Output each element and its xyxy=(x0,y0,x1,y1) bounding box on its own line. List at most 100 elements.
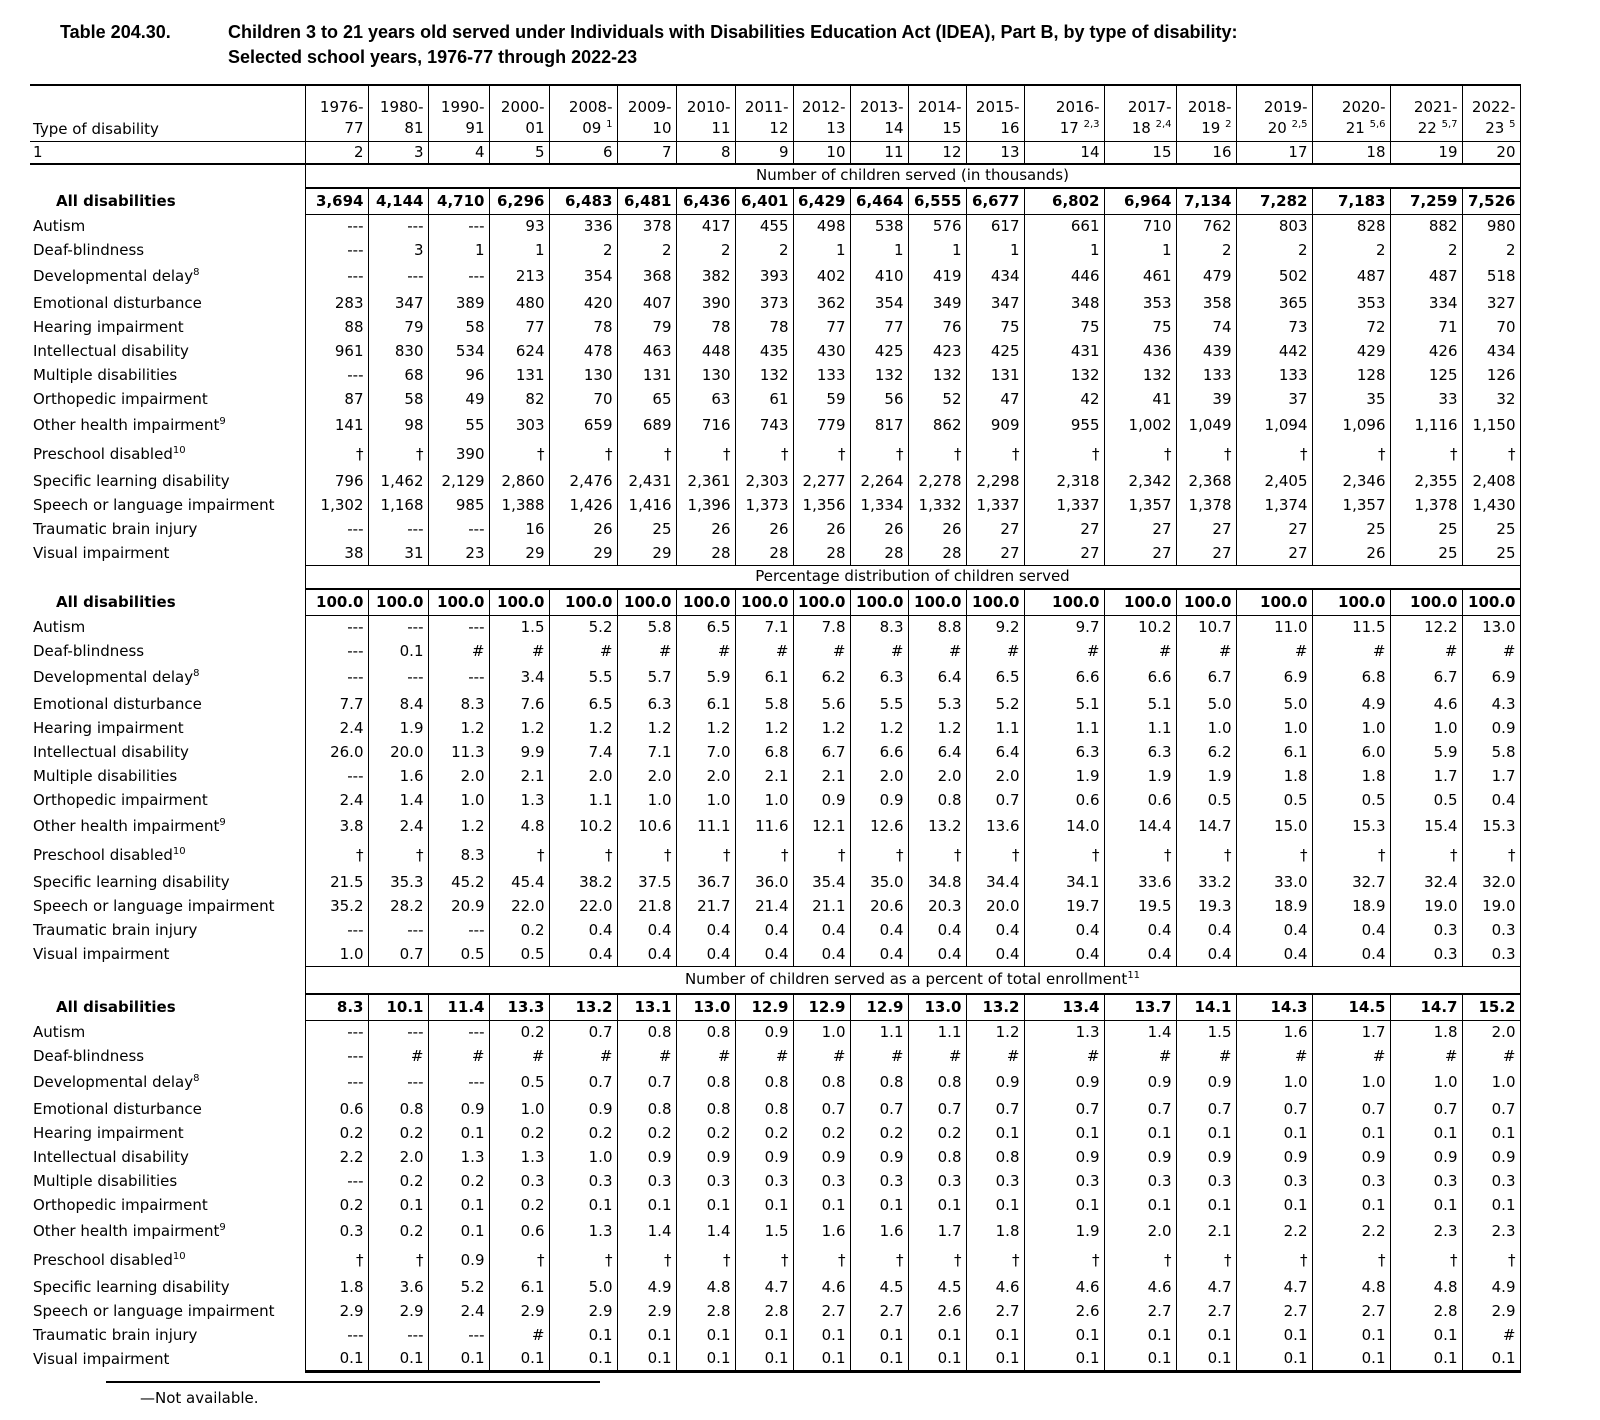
value-cell: 7.4 xyxy=(548,740,617,765)
value-cell: 3.4 xyxy=(488,663,549,693)
section-header-row: Percentage distribution of children serv… xyxy=(30,565,1521,591)
value-cell: 0.1 xyxy=(1311,1323,1390,1348)
value-cell: 4.8 xyxy=(675,1275,735,1300)
value-cell: # xyxy=(965,1044,1024,1069)
value-cell: 0.7 xyxy=(1389,1097,1462,1122)
value-cell: 0.8 xyxy=(734,1097,793,1122)
value-cell: 100.0 xyxy=(1175,589,1236,616)
value-cell: 26 xyxy=(792,517,850,542)
value-cell: † xyxy=(1023,841,1104,871)
value-cell: --- xyxy=(427,663,489,693)
value-cell: # xyxy=(907,639,966,664)
value-cell: 5.2 xyxy=(427,1275,489,1300)
value-cell: 487 xyxy=(1311,262,1390,292)
value-cell: 431 xyxy=(1023,339,1104,364)
row-label: Orthopedic impairment xyxy=(33,790,208,809)
value-cell: 100.0 xyxy=(675,589,735,616)
value-cell: 8.4 xyxy=(367,692,428,717)
value-cell: 716 xyxy=(675,411,735,441)
value-cell: 5.0 xyxy=(1235,692,1312,717)
value-cell: † xyxy=(1389,440,1462,470)
value-cell: 100.0 xyxy=(427,589,489,616)
value-cell: 0.4 xyxy=(1023,942,1104,967)
value-cell: 2,405 xyxy=(1235,469,1312,494)
value-cell: 368 xyxy=(616,262,676,292)
value-cell: 0.1 xyxy=(965,1347,1024,1373)
value-cell: --- xyxy=(367,214,428,239)
row-label: Deaf-blindness xyxy=(33,1046,145,1065)
value-cell: 32.0 xyxy=(1461,870,1521,895)
table-row: Emotional disturbance 7.7 8.4 8.3 7.6 6.5 6.3 6… xyxy=(30,692,1521,717)
value-cell: 4.6 xyxy=(965,1275,1024,1300)
value-cell: 5.9 xyxy=(675,663,735,693)
value-cell: 0.1 xyxy=(1389,1193,1462,1218)
value-cell: 0.1 xyxy=(675,1193,735,1218)
value-cell: 133 xyxy=(792,363,850,388)
value-cell: 1.3 xyxy=(427,1145,489,1170)
value-cell: 6.9 xyxy=(1461,663,1521,693)
value-cell: 14.5 xyxy=(1311,994,1390,1021)
value-cell: 689 xyxy=(616,411,676,441)
row-label: Preschool disabled10 xyxy=(33,846,186,865)
value-cell: 378 xyxy=(616,214,676,239)
value-cell: 6.7 xyxy=(1389,663,1462,693)
value-cell: 1.2 xyxy=(616,716,676,741)
value-cell: 1,302 xyxy=(304,493,368,518)
value-cell: 2.9 xyxy=(367,1299,428,1324)
value-cell: 34.8 xyxy=(907,870,966,895)
value-cell: 0.1 xyxy=(1023,1193,1104,1218)
value-cell: 72 xyxy=(1311,315,1390,340)
value-cell: 1,337 xyxy=(1023,493,1104,518)
value-cell: 1,357 xyxy=(1311,493,1390,518)
value-cell: 463 xyxy=(616,339,676,364)
value-cell: 0.8 xyxy=(734,1068,793,1098)
row-label: Intellectual disability xyxy=(33,1147,189,1166)
value-cell: 6.1 xyxy=(675,692,735,717)
value-cell: --- xyxy=(427,918,489,943)
table-row: Developmental delay8 --- --- --- 3.4 5.5 5.7 5.… xyxy=(30,663,1521,693)
year-column-header: 2015- 16 xyxy=(965,85,1024,142)
year-column-header: 1990- 91 xyxy=(427,85,489,142)
value-cell: 9.9 xyxy=(488,740,549,765)
value-cell: 985 xyxy=(427,493,489,518)
value-cell: 0.1 xyxy=(1235,1121,1312,1146)
value-cell: --- xyxy=(304,1068,368,1098)
value-cell: 1.4 xyxy=(367,788,428,813)
value-cell: # xyxy=(849,1044,908,1069)
value-cell: 34.1 xyxy=(1023,870,1104,895)
section-header-row: Number of children served (in thousands) xyxy=(30,164,1521,190)
value-cell: 2,342 xyxy=(1103,469,1176,494)
value-cell: 0.8 xyxy=(907,1068,966,1098)
table-caption: Table 204.30. Children 3 to 21 years old… xyxy=(60,0,1600,70)
value-cell: 0.2 xyxy=(907,1121,966,1146)
value-cell: 100.0 xyxy=(616,589,676,616)
year-column-header: 2013- 14 xyxy=(849,85,908,142)
value-cell: 0.2 xyxy=(427,1169,489,1194)
value-cell: --- xyxy=(304,238,368,263)
value-cell: 0.1 xyxy=(427,1347,489,1373)
value-cell: 1.2 xyxy=(792,716,850,741)
value-cell: 0.4 xyxy=(965,918,1024,943)
value-cell: 0.1 xyxy=(1175,1121,1236,1146)
value-cell: 4.6 xyxy=(1103,1275,1176,1300)
table-row: Speech or language impairment 2.9 2.9 2.4 2.… xyxy=(30,1299,1521,1324)
value-cell: 0.1 xyxy=(1175,1347,1236,1373)
value-cell: 2.6 xyxy=(907,1299,966,1324)
value-cell: 348 xyxy=(1023,291,1104,316)
row-label: Preschool disabled10 xyxy=(33,445,186,464)
value-cell: 126 xyxy=(1461,363,1521,388)
value-cell: 27 xyxy=(1023,517,1104,542)
value-cell: 6.4 xyxy=(907,663,966,693)
column-number: 6 xyxy=(548,141,617,166)
value-cell: 2.7 xyxy=(965,1299,1024,1324)
value-cell: 131 xyxy=(616,363,676,388)
value-cell: 0.4 xyxy=(849,918,908,943)
value-cell: 0.3 xyxy=(488,1169,549,1194)
value-cell: 10.2 xyxy=(548,812,617,842)
value-cell: 502 xyxy=(1235,262,1312,292)
value-cell: 0.7 xyxy=(1023,1097,1104,1122)
value-cell: 75 xyxy=(1023,315,1104,340)
value-cell: 0.1 xyxy=(1023,1323,1104,1348)
value-cell: 0.1 xyxy=(367,639,428,664)
value-cell: † xyxy=(548,1246,617,1276)
